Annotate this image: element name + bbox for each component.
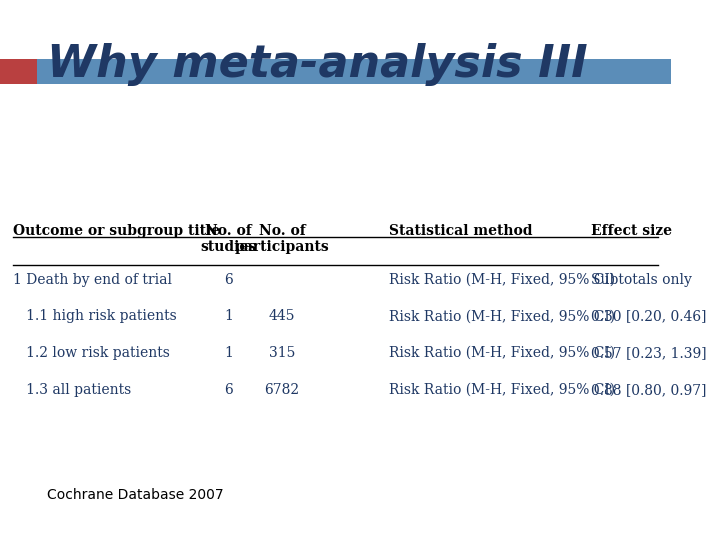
Text: 6782: 6782 bbox=[264, 383, 300, 397]
Text: 6: 6 bbox=[224, 383, 233, 397]
Text: 1.2 low risk patients: 1.2 low risk patients bbox=[14, 346, 171, 360]
Text: 1 Death by end of trial: 1 Death by end of trial bbox=[14, 273, 172, 287]
Text: Effect size: Effect size bbox=[591, 224, 672, 238]
Text: 0.88 [0.80, 0.97]: 0.88 [0.80, 0.97] bbox=[591, 383, 706, 397]
Text: 0.57 [0.23, 1.39]: 0.57 [0.23, 1.39] bbox=[591, 346, 706, 360]
Text: Risk Ratio (M-H, Fixed, 95% CI): Risk Ratio (M-H, Fixed, 95% CI) bbox=[390, 309, 616, 323]
Text: Cochrane Database 2007: Cochrane Database 2007 bbox=[47, 488, 224, 502]
Text: 445: 445 bbox=[269, 309, 295, 323]
Text: 1.3 all patients: 1.3 all patients bbox=[14, 383, 132, 397]
Text: Risk Ratio (M-H, Fixed, 95% CI): Risk Ratio (M-H, Fixed, 95% CI) bbox=[390, 383, 616, 397]
Text: Subtotals only: Subtotals only bbox=[591, 273, 692, 287]
FancyBboxPatch shape bbox=[37, 59, 671, 84]
Text: 6: 6 bbox=[224, 273, 233, 287]
FancyBboxPatch shape bbox=[0, 59, 37, 84]
Text: 0.30 [0.20, 0.46]: 0.30 [0.20, 0.46] bbox=[591, 309, 706, 323]
Text: Risk Ratio (M-H, Fixed, 95% CI): Risk Ratio (M-H, Fixed, 95% CI) bbox=[390, 273, 616, 287]
Text: Statistical method: Statistical method bbox=[390, 224, 533, 238]
Text: Why meta-analysis III: Why meta-analysis III bbox=[47, 43, 588, 86]
Text: Outcome or subgroup title: Outcome or subgroup title bbox=[14, 224, 220, 238]
Text: Risk Ratio (M-H, Fixed, 95% CI): Risk Ratio (M-H, Fixed, 95% CI) bbox=[390, 346, 616, 360]
Text: 1.1 high risk patients: 1.1 high risk patients bbox=[14, 309, 177, 323]
Text: 1: 1 bbox=[224, 309, 233, 323]
Text: 315: 315 bbox=[269, 346, 295, 360]
Text: No. of
studies: No. of studies bbox=[200, 224, 256, 254]
Text: No. of
participants: No. of participants bbox=[235, 224, 329, 254]
Text: 1: 1 bbox=[224, 346, 233, 360]
